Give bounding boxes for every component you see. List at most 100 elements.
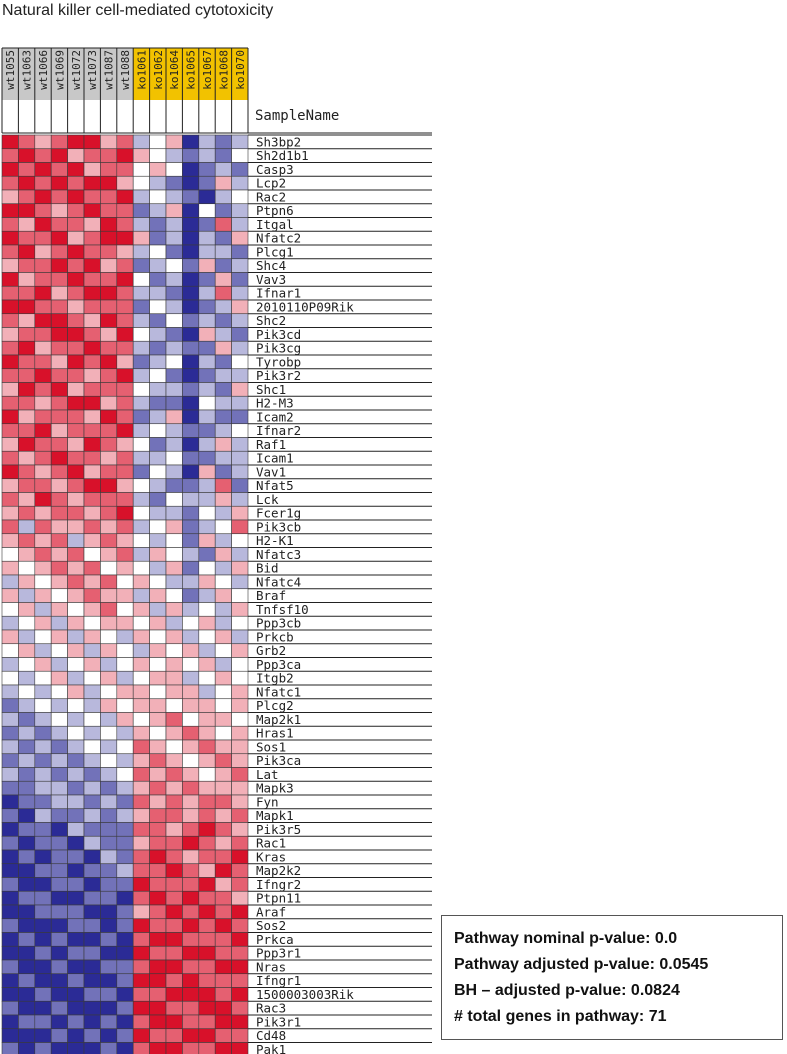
heatmap-cell: [165, 505, 183, 521]
heatmap-cell: [83, 877, 101, 892]
heatmap-cell: [67, 1042, 85, 1054]
heatmap-cell: [83, 588, 101, 603]
heatmap-cell: [165, 945, 183, 961]
heatmap-cell: [149, 959, 167, 975]
heatmap-cell: [132, 725, 150, 741]
heatmap-cell: [83, 354, 101, 370]
column-label: wt1088: [119, 50, 132, 90]
heatmap-cell: [1, 588, 19, 603]
heatmap-cell: [83, 794, 101, 810]
heatmap-cell: [214, 519, 232, 535]
heatmap-cell: [34, 987, 52, 1002]
heatmap-cell: [1, 450, 19, 466]
heatmap-cell: [116, 780, 134, 796]
heatmap-cell: [149, 932, 167, 947]
heatmap-cell: [149, 409, 167, 425]
heatmap-cell: [165, 217, 183, 232]
heatmap-cell: [116, 340, 134, 356]
heatmap-cell: [50, 753, 68, 768]
heatmap-cell: [67, 822, 85, 837]
heatmap-cell: [182, 602, 200, 617]
heatmap-cell: [198, 890, 216, 906]
heatmap-cell: [132, 1042, 150, 1054]
heatmap-cell: [116, 258, 134, 273]
column-label: ko1067: [201, 50, 214, 90]
row-label: Mapk1: [256, 808, 294, 823]
heatmap-cell: [149, 684, 167, 700]
heatmap-cell: [132, 560, 150, 576]
heatmap-cell: [100, 134, 118, 150]
heatmap-cell: [198, 327, 216, 342]
heatmap-cell: [18, 739, 36, 755]
heatmap-cell: [132, 285, 150, 301]
heatmap-chart: wt1055 wt1063 wt1066 wt1069 wt1072 wt1073 wt10…: [1, 47, 432, 1054]
heatmap-cell: [34, 932, 52, 947]
heatmap-cell: [198, 987, 216, 1002]
column-label: wt1073: [86, 50, 99, 90]
heatmap-cell: [198, 753, 216, 768]
heatmap-cell: [149, 1014, 167, 1030]
heatmap-cell: [100, 987, 118, 1002]
heatmap-cell: [231, 1028, 249, 1043]
heatmap-cell: [50, 368, 68, 383]
heatmap-cell: [214, 588, 232, 603]
heatmap-cell: [1, 437, 19, 452]
heatmap-cell: [83, 505, 101, 521]
heatmap-cell: [132, 629, 150, 645]
heatmap-cell: [132, 340, 150, 356]
column-label: ko1064: [168, 50, 181, 90]
heatmap-cell: [67, 725, 85, 741]
heatmap-cell: [83, 382, 101, 397]
heatmap-cell: [165, 959, 183, 975]
heatmap-cell: [182, 615, 200, 631]
heatmap-cell: [50, 602, 68, 617]
heatmap-cell: [132, 505, 150, 521]
column-header-bg: [215, 48, 232, 100]
heatmap-cell: [100, 340, 118, 356]
row-label: Itgal: [256, 217, 294, 232]
heatmap-cell: [18, 822, 36, 837]
heatmap-cell: [116, 313, 134, 328]
heatmap-cell: [198, 643, 216, 658]
heatmap-cell: [83, 822, 101, 837]
heatmap-cell: [50, 725, 68, 741]
heatmap-cell: [50, 409, 68, 425]
heatmap-cell: [182, 285, 200, 301]
heatmap-cell: [132, 492, 150, 507]
heatmap-cell: [116, 134, 134, 150]
heatmap-cell: [50, 189, 68, 205]
heatmap-cell: [165, 478, 183, 493]
heatmap-cell: [34, 1042, 52, 1054]
heatmap-cell: [18, 767, 36, 782]
heatmap-cell: [1, 327, 19, 342]
heatmap-cell: [116, 148, 134, 163]
heatmap-cell: [149, 450, 167, 466]
heatmap-cell: [165, 1000, 183, 1016]
heatmap-cell: [83, 327, 101, 342]
heatmap-cell: [1, 945, 19, 961]
heatmap-cell: [132, 203, 150, 218]
row-label: Sh2d1b1: [256, 148, 309, 163]
heatmap-cell: [231, 877, 249, 892]
heatmap-cell: [165, 423, 183, 438]
heatmap-cell: [214, 327, 232, 342]
heatmap-cell: [149, 354, 167, 370]
heatmap-cell: [116, 327, 134, 342]
heatmap-cell: [149, 890, 167, 906]
heatmap-cell: [132, 767, 150, 782]
row-label: Nfatc4: [256, 574, 301, 589]
heatmap-cell: [83, 285, 101, 301]
heatmap-cell: [1, 409, 19, 425]
heatmap-cell: [198, 657, 216, 672]
heatmap-cell: [34, 450, 52, 466]
heatmap-cell: [34, 189, 52, 205]
heatmap-cell: [165, 1014, 183, 1030]
heatmap-cell: [67, 285, 85, 301]
heatmap-cell: [1, 877, 19, 892]
heatmap-cell: [182, 217, 200, 232]
heatmap-cell: [67, 602, 85, 617]
heatmap-cell: [132, 670, 150, 686]
heatmap-cell: [1, 560, 19, 576]
heatmap-cell: [198, 794, 216, 810]
heatmap-cell: [198, 808, 216, 823]
